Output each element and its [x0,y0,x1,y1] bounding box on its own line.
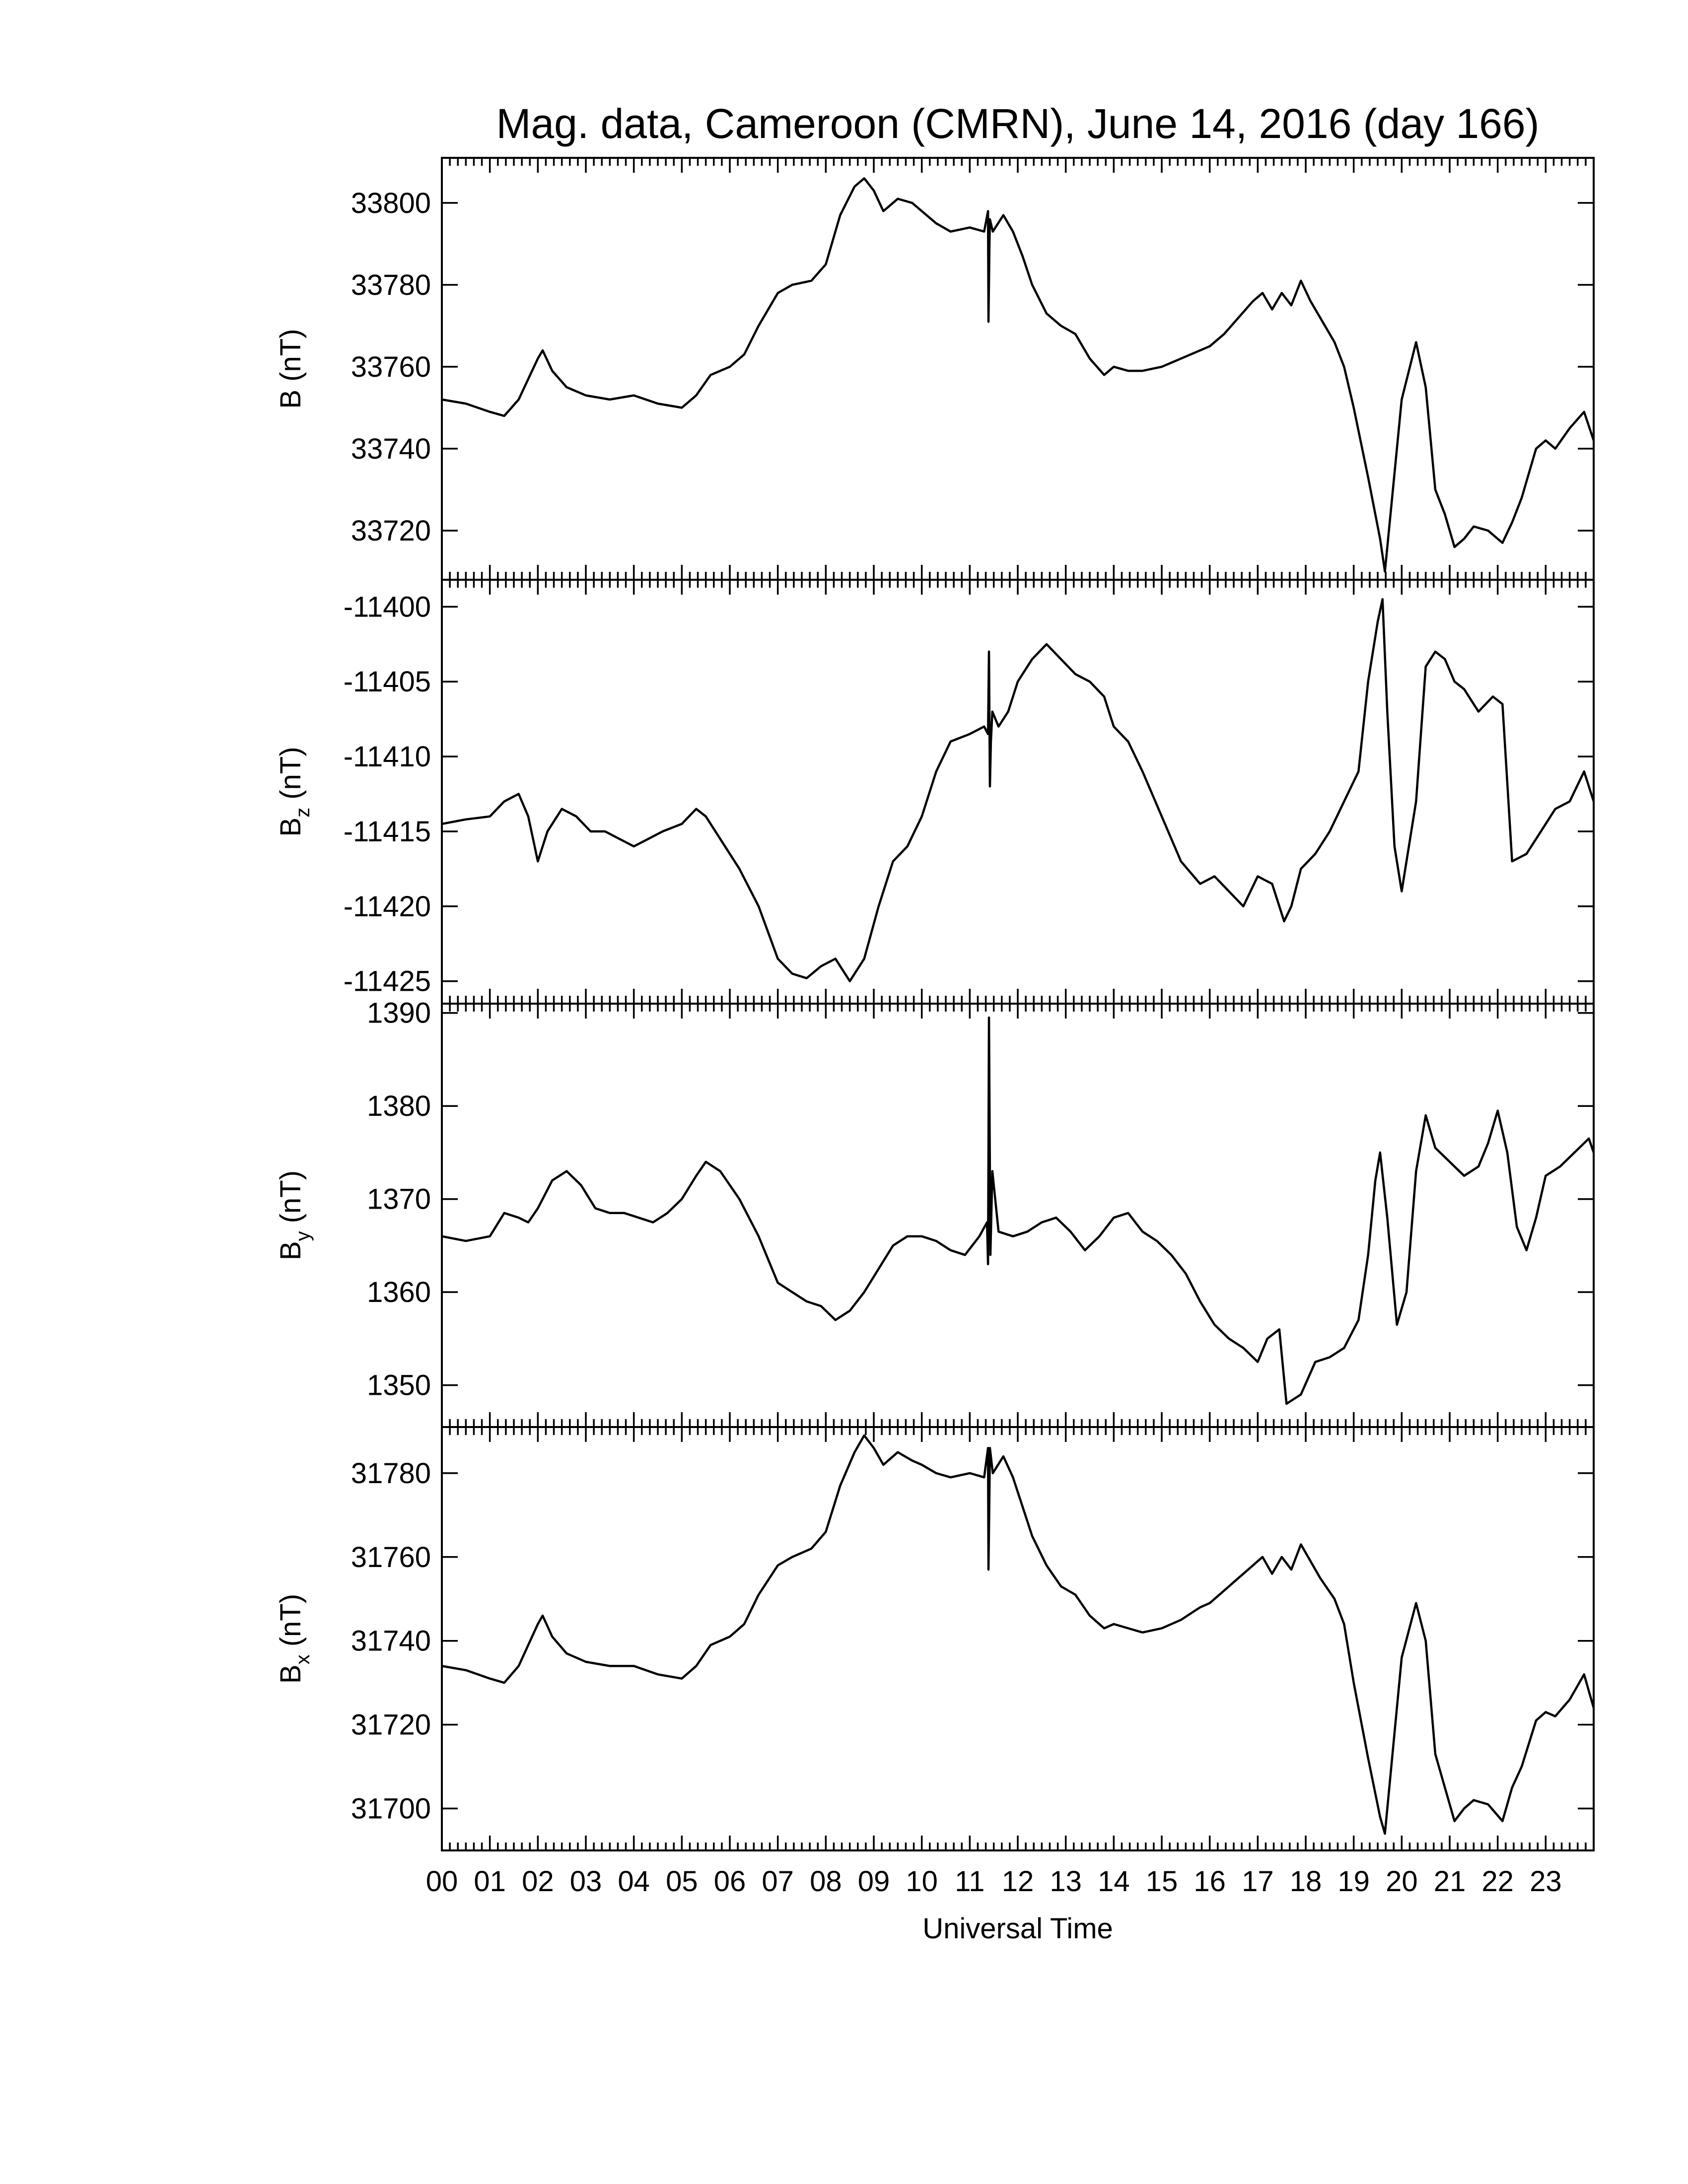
x-tick-label: 23 [1530,1865,1562,1898]
y-tick-label: 1390 [367,997,431,1029]
x-tick-label: 05 [666,1865,698,1898]
y-axis-label: Bz (nT) [275,747,314,836]
chart-title: Mag. data, Cameroon (CMRN), June 14, 201… [496,100,1539,147]
y-tick-label: 33720 [351,515,431,547]
series-line-bx [441,1434,1595,1835]
x-tick-label: 11 [955,1865,985,1898]
y-axis-label-unit: (nT) [275,747,307,807]
x-tick-label: 22 [1481,1865,1514,1898]
x-tick-label: 06 [714,1865,746,1898]
y-tick-label: 31740 [351,1625,431,1657]
y-axis-label: B (nT) [275,329,307,409]
y-axis-label: Bx (nT) [275,1594,314,1684]
panel-b: 33720 33740 33760 33780 33800 B (nT) [275,157,1595,581]
y-tick-label: -11420 [344,890,431,923]
x-tick-label: 14 [1098,1865,1130,1898]
x-tick-label: 03 [570,1865,602,1898]
x-tick-label: 02 [522,1865,554,1898]
x-tick-label: 04 [618,1865,650,1898]
y-tick-label: -11415 [344,816,431,848]
plot-frame [441,579,1595,1005]
x-tick-label: 16 [1194,1865,1226,1898]
y-tick-label: 1380 [367,1090,431,1122]
y-tick-label: 1350 [367,1369,431,1402]
y-axis-label-unit: (nT) [275,1594,307,1654]
y-axis-label-main: B [275,1664,307,1684]
y-axis-label-main: B [275,818,307,837]
plot-frame [441,1426,1595,1851]
y-axis-label-sub: z [292,808,314,818]
y-axis-label-main: B [275,1241,307,1260]
y-axis-label-sub: x [292,1654,314,1664]
series-line-bz [441,598,1595,982]
x-tick-label: 01 [474,1865,506,1898]
y-tick-label: -11400 [344,591,431,623]
y-axis-label-unit: (nT) [275,329,307,389]
x-tick-label: 00 [426,1865,458,1898]
panel-bz: -11425 -11420 -11415 -11410 -11405 -11400 Bz (… [275,579,1595,1005]
y-tick-label: 31700 [351,1793,431,1825]
series-line-b [441,177,1595,573]
y-axis-label: By (nT) [275,1170,314,1260]
panel-by: 1350 1360 1370 1380 1390 By (nT) [275,997,1595,1428]
x-tick-label: 19 [1337,1865,1370,1898]
y-axis-label-sub: y [292,1231,314,1241]
y-tick-label: 1370 [367,1183,431,1216]
x-tick-label: 21 [1434,1865,1466,1898]
y-tick-label: 33760 [351,351,431,383]
y-tick-label: 33780 [351,269,431,301]
y-tick-label: 33800 [351,187,431,219]
panel-bx: 31700 31720 31740 31760 31780 Bx (nT) [275,1426,1595,1851]
x-tick-label: 15 [1146,1865,1178,1898]
x-tick-label: 12 [1002,1865,1034,1898]
y-tick-label: 33740 [351,433,431,465]
x-tick-label: 09 [858,1865,890,1898]
x-axis-label: Universal Time [922,1912,1113,1945]
y-tick-label: 31720 [351,1709,431,1741]
x-tick-label: 10 [906,1865,938,1898]
x-tick-label: 13 [1050,1865,1082,1898]
x-tick-label: 20 [1386,1865,1418,1898]
y-tick-label: -11425 [344,965,431,998]
y-tick-label: 31780 [351,1457,431,1490]
series-line-by [441,1016,1595,1405]
y-tick-label: -11405 [344,666,431,698]
x-tick-label: 18 [1290,1865,1322,1898]
x-tick-labels: 00 01 02 03 04 05 06 07 08 09 10 11 12 13 14 15 16 17 18 19… [426,1865,1562,1898]
x-tick-label: 17 [1242,1865,1274,1898]
x-tick-label: 08 [810,1865,842,1898]
x-tick-label: 07 [762,1865,794,1898]
y-tick-label: 1360 [367,1276,431,1308]
y-tick-label: 31760 [351,1541,431,1573]
y-axis-label-unit: (nT) [275,1170,307,1231]
plot-frame [441,1003,1595,1428]
y-axis-label-main: B [275,390,307,409]
y-tick-label: -11410 [344,741,431,773]
